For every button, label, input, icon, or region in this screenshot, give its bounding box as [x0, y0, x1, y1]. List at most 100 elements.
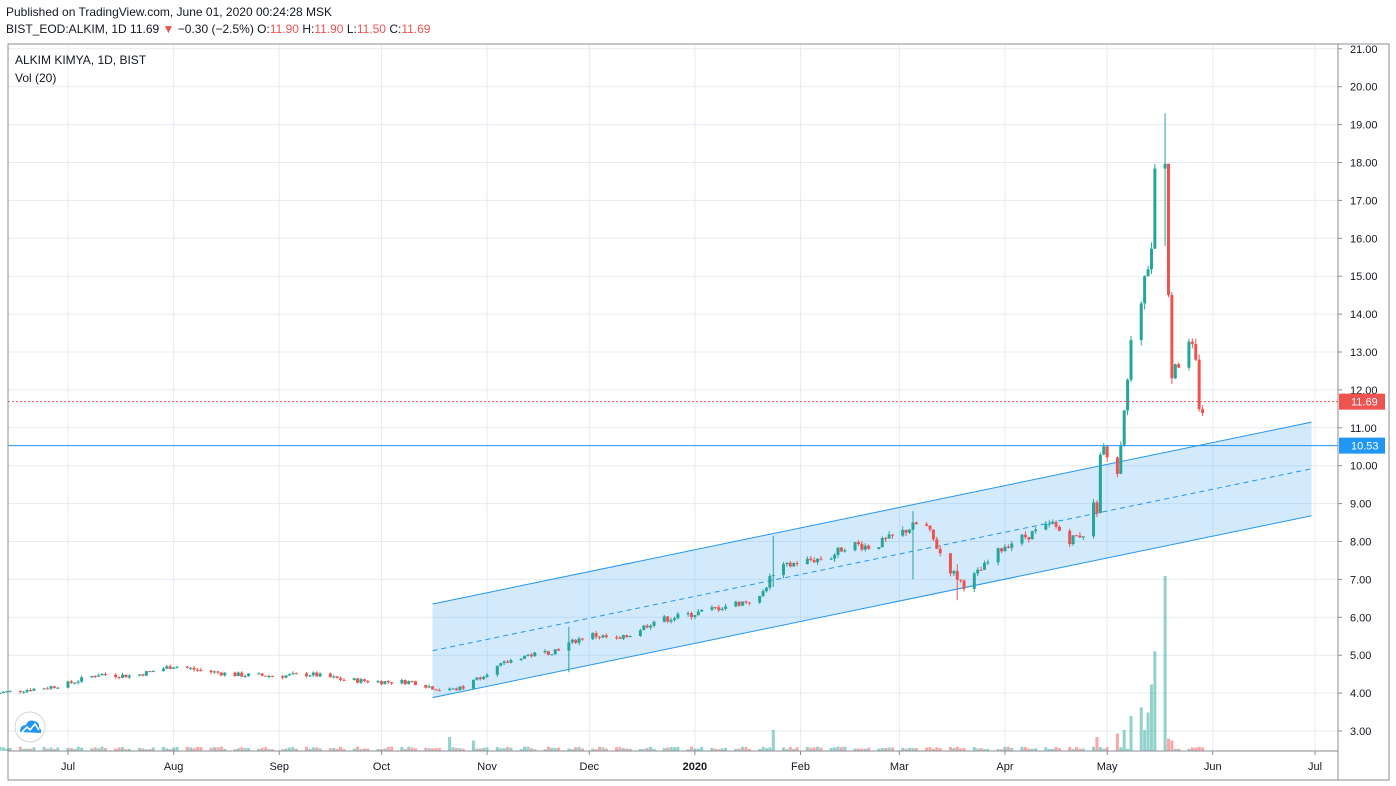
candle-body: [281, 676, 285, 678]
candle-body: [1115, 457, 1119, 474]
volume-bar: [877, 748, 881, 751]
y-tick-label: 10.00: [1350, 461, 1378, 473]
volume-bar: [996, 749, 1000, 751]
volume-bar: [1129, 716, 1133, 751]
volume-bar: [359, 749, 363, 751]
y-tick-label: 5.00: [1350, 650, 1371, 662]
volume-bar: [1105, 747, 1109, 751]
candle-body: [475, 677, 479, 680]
volume-bar: [764, 748, 768, 751]
horizontal-lines[interactable]: [8, 401, 1338, 447]
volume-bar: [720, 748, 724, 751]
volume-bar: [168, 749, 172, 751]
published-line: Published on TradingView.com, June 01, 2…: [6, 5, 332, 19]
volume-bar: [598, 746, 602, 751]
candle-body: [1105, 446, 1109, 458]
candle-body: [771, 575, 775, 577]
x-tick-label: Oct: [373, 761, 390, 773]
candle-body: [618, 637, 622, 639]
y-tick-label: 14.00: [1350, 309, 1378, 321]
volume-bar: [1006, 746, 1010, 751]
tradingview-cloud-icon[interactable]: [14, 711, 46, 743]
candlestick-series: [0, 113, 1205, 694]
candle-body: [1187, 341, 1191, 368]
candle-body: [448, 688, 452, 691]
volume-bar: [955, 746, 959, 751]
volume-bar: [863, 748, 867, 751]
candle-body: [649, 625, 653, 628]
volume-bar: [621, 748, 625, 751]
volume-bar: [311, 747, 315, 751]
volume-bar: [366, 748, 370, 751]
candle-body: [795, 563, 799, 565]
volume-bar: [931, 748, 935, 751]
candle-body: [693, 615, 697, 617]
volume-bar: [550, 747, 554, 751]
candle-body: [216, 671, 220, 673]
ohlc-line: BIST_EOD:ALKIM, 1D 11.69 ▼ −0.30 (−2.5%)…: [6, 21, 430, 38]
regression-channel[interactable]: [432, 421, 1312, 699]
volume-bar: [1170, 740, 1174, 751]
volume-bar: [386, 746, 390, 751]
volume-bar: [69, 748, 73, 751]
price-axis[interactable]: 21.00 20.00 19.00 18.00 17.00 16.00 15.00 14.00…: [1338, 44, 1378, 738]
volume-bar: [867, 747, 871, 751]
candle-body: [264, 675, 268, 677]
candle-body: [577, 638, 581, 643]
volume-bar: [25, 748, 29, 751]
candle-body: [628, 635, 632, 638]
time-axis[interactable]: Jul Aug Sep Oct Nov Dec 2020 Feb Mar Apr May Jun Jul: [61, 751, 1322, 773]
candle-body: [161, 668, 165, 672]
candle-body: [976, 569, 980, 574]
candle-body: [533, 652, 537, 657]
volume-bar: [983, 749, 987, 751]
candle-body: [710, 607, 714, 610]
candle-body: [236, 672, 240, 677]
candle-body: [117, 677, 121, 679]
candle-body: [1122, 410, 1126, 445]
candle-body: [311, 672, 315, 676]
candle-body: [833, 554, 837, 559]
volume-bar: [884, 747, 888, 751]
candle-body: [127, 675, 131, 678]
volume-bar: [233, 749, 237, 751]
candle-body: [471, 679, 475, 689]
candle-body: [1020, 534, 1024, 544]
candle-body: [955, 571, 959, 580]
volume-bar: [1078, 748, 1082, 751]
candle-body: [151, 671, 155, 673]
volume-bar: [676, 746, 680, 751]
x-tick-label: Dec: [580, 761, 600, 773]
volume-bar: [1044, 747, 1048, 751]
volume-bar: [1, 747, 5, 751]
candle-body: [410, 681, 414, 683]
volume-bar: [1194, 747, 1198, 751]
volume-bar: [785, 749, 789, 751]
legend-volume: Vol (20): [15, 71, 56, 85]
volume-bar: [294, 748, 298, 751]
volume-bar: [533, 749, 537, 751]
volume-bar: [216, 747, 220, 751]
volume-bar: [42, 746, 46, 751]
candle-body: [526, 654, 530, 656]
candle-body: [407, 681, 411, 685]
candle-body: [717, 607, 721, 611]
candle-body: [0, 692, 2, 694]
volume-bar: [213, 747, 217, 751]
volume-bar: [935, 747, 939, 751]
candle-body: [713, 607, 717, 609]
volume-bar: [383, 748, 387, 751]
volume-bar: [76, 746, 80, 751]
y-tick-label: 6.00: [1350, 612, 1371, 624]
candle-body: [758, 595, 762, 603]
candle-body: [1051, 522, 1055, 524]
candle-body: [948, 553, 952, 574]
candle-body: [856, 542, 860, 544]
volume-bar: [219, 746, 223, 751]
volume-bar: [236, 748, 240, 751]
y-tick-label: 8.00: [1350, 537, 1371, 549]
volume-bar: [669, 746, 673, 751]
candle-body: [676, 613, 680, 619]
candle-body: [557, 649, 561, 651]
